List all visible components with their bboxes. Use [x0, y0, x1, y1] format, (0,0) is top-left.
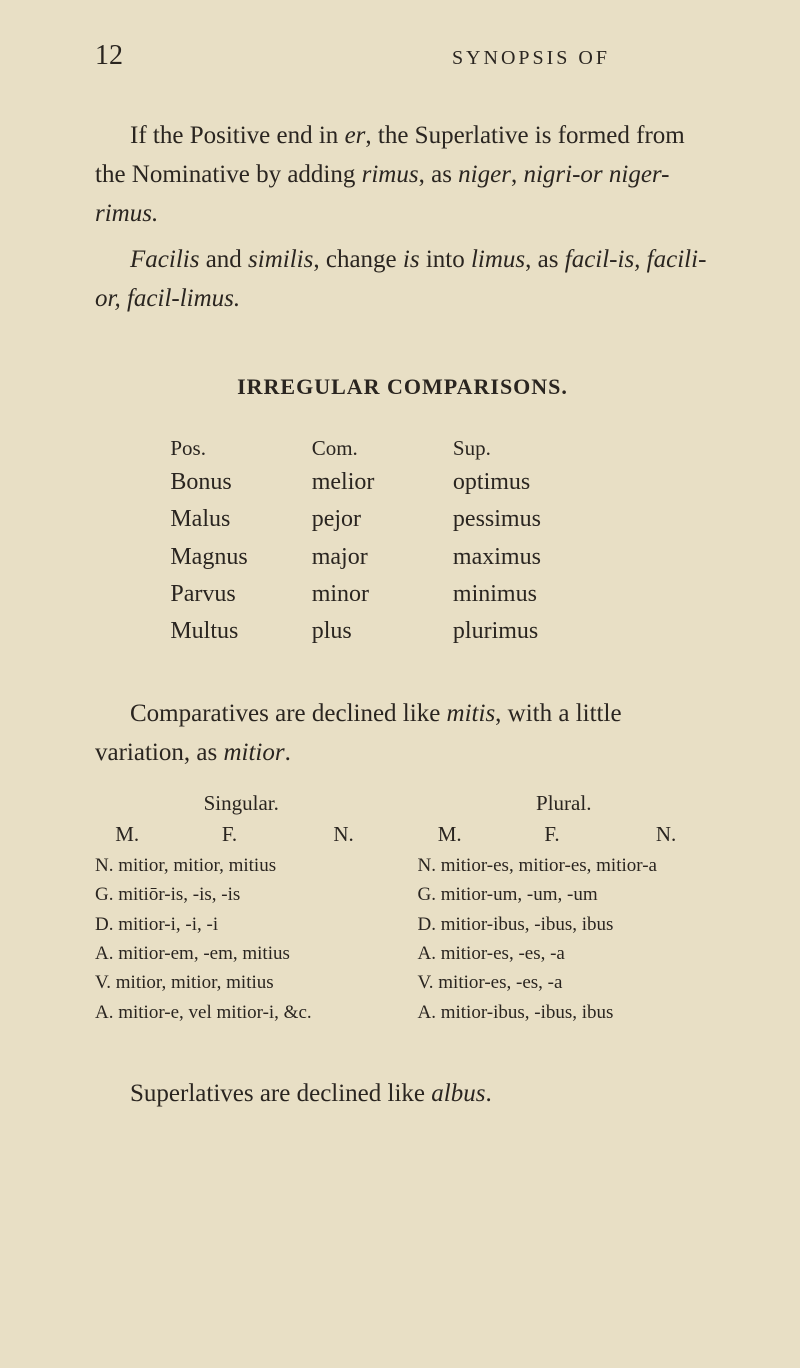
section-heading: IRREGULAR COMPARISONS.	[95, 374, 710, 400]
table-cell: Magnus	[150, 539, 311, 576]
table-header-row: Pos. Com. Sup.	[150, 432, 654, 465]
paragraph-2: Facilis and similis, change is into limu…	[95, 241, 710, 319]
table-cell: minor	[312, 576, 453, 613]
declension-row: A. mitior-ibus, -ibus, ibus	[418, 998, 711, 1027]
plural-subhead: M. F. N.	[418, 822, 711, 847]
singular-subhead: M. F. N.	[95, 822, 388, 847]
declension-row: N. mitior-es, mitior-es, mitior-a	[418, 851, 711, 880]
table-row: Magnus major maximus	[150, 539, 654, 576]
declension-row: A. mitior-em, -em, mitius	[95, 939, 388, 968]
table-cell: maximus	[453, 539, 655, 576]
table-row: Malus pejor pessimus	[150, 501, 654, 538]
paragraph-3: Comparatives are declined like mitis, wi…	[95, 695, 710, 773]
table-cell: Malus	[150, 501, 311, 538]
table-cell: Bonus	[150, 464, 311, 501]
table-cell: minimus	[453, 576, 655, 613]
table-cell: plurimus	[453, 613, 655, 650]
table-header-cell: Pos.	[150, 432, 311, 465]
table-row: Parvus minor minimus	[150, 576, 654, 613]
declension-row: G. mitiōr-is, -is, -is	[95, 880, 388, 909]
table-row: Bonus melior optimus	[150, 464, 654, 501]
table-cell: pejor	[312, 501, 453, 538]
declension-row: A. mitior-es, -es, -a	[418, 939, 711, 968]
table-cell: Parvus	[150, 576, 311, 613]
comparison-table: Pos. Com. Sup. Bonus melior optimus Malu…	[150, 432, 654, 650]
declension-row: D. mitior-i, -i, -i	[95, 910, 388, 939]
table-cell: plus	[312, 613, 453, 650]
table-cell: major	[312, 539, 453, 576]
singular-heading: Singular.	[95, 791, 388, 816]
declension-section: Singular. M. F. N. N. mitior, mitior, mi…	[95, 791, 710, 1028]
table-row: Multus plus plurimus	[150, 613, 654, 650]
declension-row: V. mitior, mitior, mitius	[95, 968, 388, 997]
running-head: SYNOPSIS OF	[452, 47, 610, 70]
declension-row: V. mitior-es, -es, -a	[418, 968, 711, 997]
declension-row: A. mitior-e, vel mitior-i, &c.	[95, 998, 388, 1027]
declension-row: D. mitior-ibus, -ibus, ibus	[418, 910, 711, 939]
table-cell: optimus	[453, 464, 655, 501]
table-header-cell: Com.	[312, 432, 453, 465]
singular-column: Singular. M. F. N. N. mitior, mitior, mi…	[95, 791, 388, 1028]
plural-heading: Plural.	[418, 791, 711, 816]
table-cell: pessimus	[453, 501, 655, 538]
table-cell: Multus	[150, 613, 311, 650]
declension-row: N. mitior, mitior, mitius	[95, 851, 388, 880]
plural-column: Plural. M. F. N. N. mitior-es, mitior-es…	[418, 791, 711, 1028]
table-cell: melior	[312, 464, 453, 501]
declension-row: G. mitior-um, -um, -um	[418, 880, 711, 909]
paragraph-4: Superlatives are declined like albus.	[95, 1075, 710, 1114]
page-header: 12 SYNOPSIS OF	[95, 40, 710, 72]
page-number: 12	[95, 40, 123, 72]
paragraph-1: If the Positive end in er, the Superlati…	[95, 117, 710, 233]
table-header-cell: Sup.	[453, 432, 655, 465]
